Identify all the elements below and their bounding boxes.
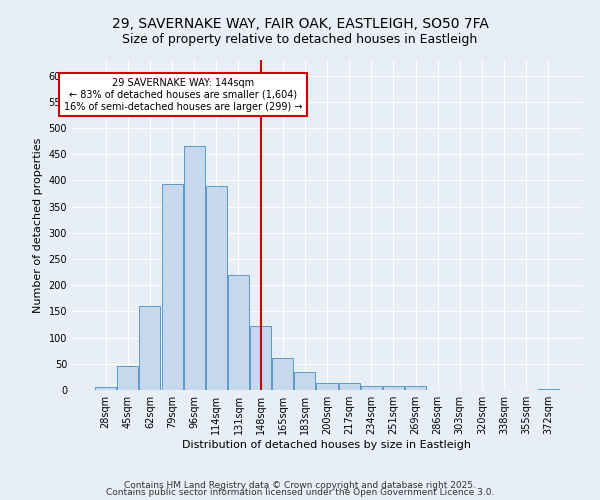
Bar xyxy=(184,146,205,390)
Bar xyxy=(383,386,404,390)
Bar xyxy=(538,389,559,390)
Y-axis label: Number of detached properties: Number of detached properties xyxy=(33,138,43,312)
X-axis label: Distribution of detached houses by size in Eastleigh: Distribution of detached houses by size … xyxy=(182,440,472,450)
Bar xyxy=(338,382,359,390)
Text: Contains public sector information licensed under the Open Government Licence 3.: Contains public sector information licen… xyxy=(106,488,494,497)
Bar xyxy=(118,366,139,390)
Text: Size of property relative to detached houses in Eastleigh: Size of property relative to detached ho… xyxy=(122,32,478,46)
Text: 29, SAVERNAKE WAY, FAIR OAK, EASTLEIGH, SO50 7FA: 29, SAVERNAKE WAY, FAIR OAK, EASTLEIGH, … xyxy=(112,18,488,32)
Bar xyxy=(95,388,116,390)
Bar xyxy=(295,372,316,390)
Bar xyxy=(272,358,293,390)
Bar xyxy=(405,386,426,390)
Text: 29 SAVERNAKE WAY: 144sqm
← 83% of detached houses are smaller (1,604)
16% of sem: 29 SAVERNAKE WAY: 144sqm ← 83% of detach… xyxy=(64,78,302,112)
Bar xyxy=(316,382,338,390)
Bar xyxy=(228,275,249,390)
Text: Contains HM Land Registry data © Crown copyright and database right 2025.: Contains HM Land Registry data © Crown c… xyxy=(124,480,476,490)
Bar xyxy=(361,386,382,390)
Bar xyxy=(250,326,271,390)
Bar xyxy=(139,306,160,390)
Bar xyxy=(206,186,227,390)
Bar xyxy=(161,184,182,390)
